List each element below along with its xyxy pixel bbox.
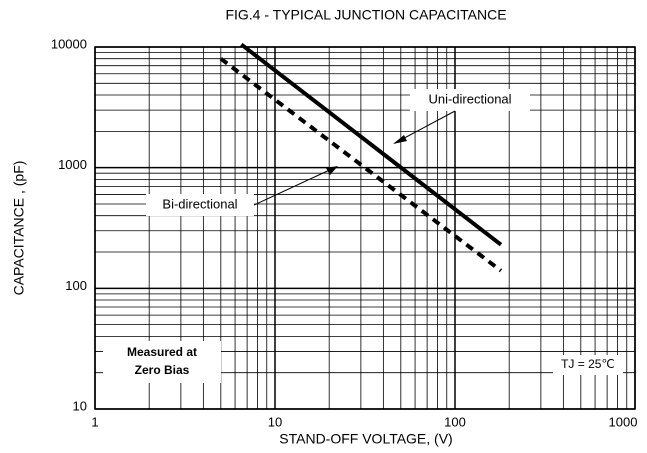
label-box [553,355,623,375]
series-annotation: Uni-directional [428,91,511,106]
label-box [103,341,221,383]
x-tick-label: 100 [444,414,466,429]
x-tick-label: 10 [268,414,282,429]
annotation-arrow [253,166,337,206]
series-annotation: Bi-directional [162,196,237,211]
label-box [410,89,530,111]
y-axis-label: CAPACITANCE , (pF) [11,161,27,296]
y-tick-label: 100 [65,278,87,293]
y-tick-label: 10 [73,398,87,413]
condition-note: Zero Bias [135,363,190,377]
series-line [240,42,503,247]
x-tick-label: 1 [91,414,98,429]
temperature-note: TJ = 25℃ [561,357,615,371]
arrow-head [326,166,338,175]
condition-note: Measured at [127,345,197,359]
series-line [219,57,503,273]
chart-title: FIG.4 - TYPICAL JUNCTION CAPACITANCE [225,7,506,23]
x-tick-label: 1000 [609,414,638,429]
arrow-head [393,135,407,144]
y-tick-label: 10000 [51,36,87,51]
plot-frame [94,46,636,410]
y-tick-label: 1000 [58,157,87,172]
x-axis-label: STAND-OFF VOLTAGE, (V) [279,431,452,447]
label-box [146,194,254,216]
